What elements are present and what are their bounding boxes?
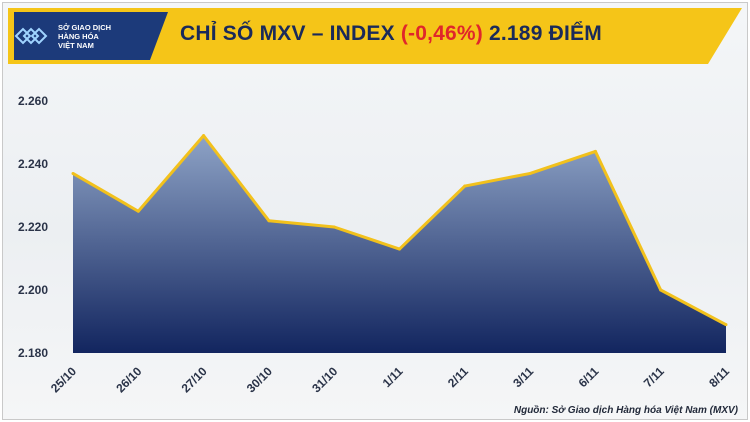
data-point-26/10	[136, 209, 140, 213]
title-banner	[8, 8, 742, 64]
data-point-25/10	[71, 171, 75, 175]
x-tick-label: 25/10	[48, 364, 79, 395]
logo-text-line1: SỞ GIAO DỊCH	[58, 22, 112, 32]
x-tick-label: 2/11	[445, 364, 471, 390]
y-axis: 2.180 2.200 2.220 2.240 2.260	[18, 94, 48, 360]
chart-title: CHỈ SỐ MXV – INDEX (-0,46%) 2.189 ĐIỂM	[180, 22, 740, 46]
data-point-27/10	[202, 134, 206, 138]
title-suffix: 2.189 ĐIỂM	[482, 22, 602, 45]
line-layer	[71, 134, 728, 327]
logo-icon	[14, 27, 48, 45]
x-tick-label: 26/10	[113, 364, 144, 395]
y-tick-label: 2.200	[18, 283, 48, 297]
source-note: Nguồn: Sở Giao dịch Hàng hóa Việt Nam (M…	[513, 405, 738, 416]
logo-text-line2: HÀNG HÓA	[58, 31, 99, 41]
data-point-6/11	[593, 149, 597, 153]
x-tick-label: 3/11	[510, 364, 536, 390]
y-tick-label: 2.240	[18, 157, 48, 171]
x-tick-label: 6/11	[576, 364, 602, 390]
y-tick-label: 2.180	[18, 346, 48, 360]
x-tick-label: 27/10	[179, 364, 210, 395]
data-point-31/10	[332, 225, 336, 229]
logo: SỞ GIAO DỊCH HÀNG HÓA VIỆT NAM	[14, 10, 162, 62]
data-point-7/11	[659, 288, 663, 292]
data-point-2/11	[463, 184, 467, 188]
logo-plate	[14, 12, 168, 60]
data-point-1/11	[398, 247, 401, 251]
x-tick-label: 30/10	[244, 364, 275, 395]
title-change: (-0,46%)	[400, 22, 483, 45]
x-axis: 25/10 26/10 27/10 30/10 31/10 1/11 2/11 3/11 6/1…	[48, 364, 732, 395]
x-tick-label: 31/10	[309, 364, 340, 395]
y-tick-label: 2.220	[18, 220, 48, 234]
title-prefix: CHỈ SỐ MXV – INDEX	[180, 22, 401, 45]
series-area	[73, 135, 726, 353]
data-point-8/11	[724, 323, 728, 327]
area-layer	[73, 135, 726, 353]
x-tick-label: 7/11	[641, 364, 667, 390]
logo-text-line3: VIỆT NAM	[58, 40, 94, 50]
data-point-3/11	[528, 171, 532, 175]
x-tick-label: 8/11	[706, 364, 732, 390]
data-point-30/10	[267, 219, 271, 223]
x-tick-label: 1/11	[380, 364, 406, 390]
y-tick-label: 2.260	[18, 94, 48, 108]
